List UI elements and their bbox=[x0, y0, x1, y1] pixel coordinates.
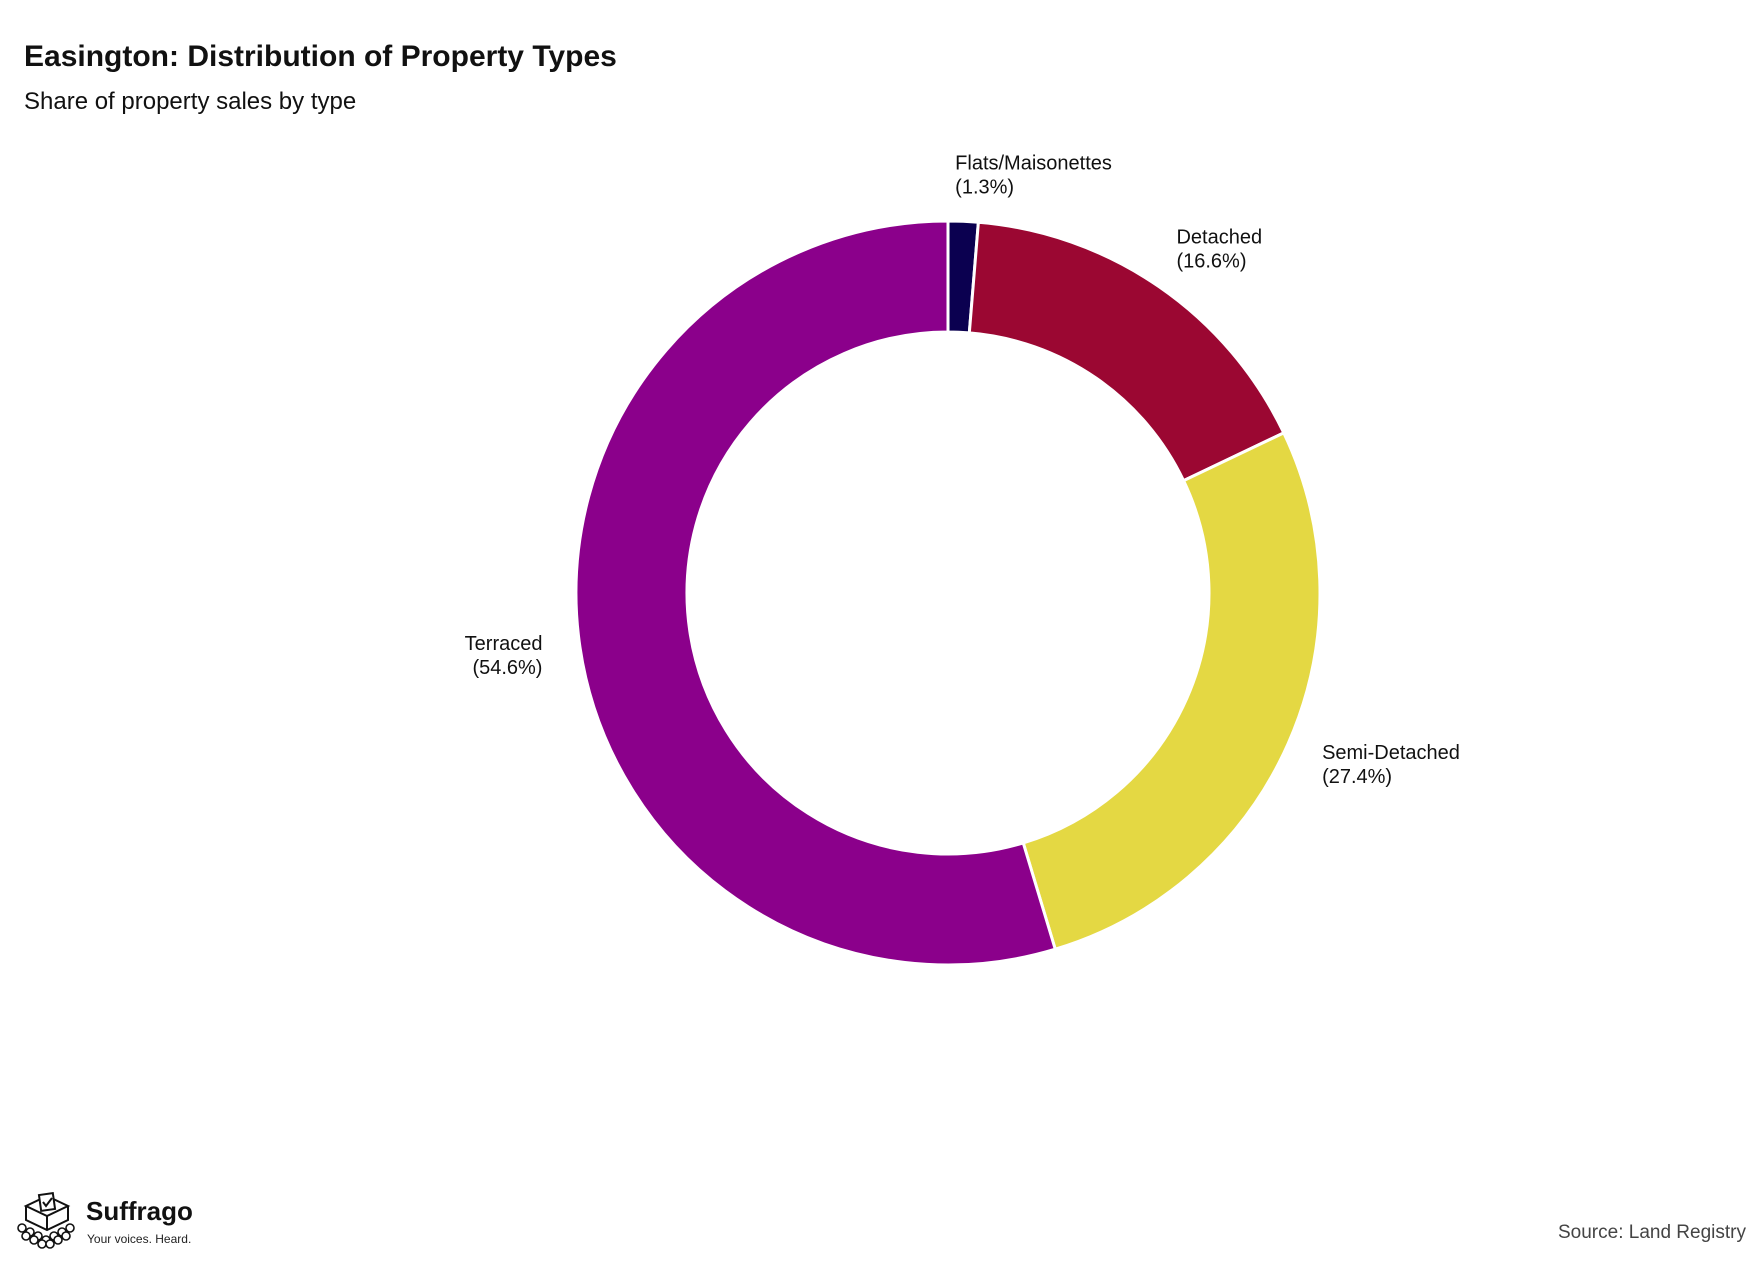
slice-semi-detached bbox=[1021, 430, 1322, 952]
slice-name-flats-maisonettes: Flats/Maisonettes bbox=[955, 152, 1112, 174]
source-note: Source: Land Registry bbox=[1558, 1222, 1746, 1243]
chart-subtitle: Share of property sales by type bbox=[24, 88, 357, 115]
brand-tagline: Your voices. Heard. bbox=[87, 1232, 192, 1246]
slice-value-detached: (16.6%) bbox=[1176, 250, 1246, 272]
slice-label-flats-maisonettes: Flats/Maisonettes (1.3%) bbox=[955, 152, 1112, 198]
slice-terraced bbox=[574, 219, 1058, 967]
slice-labels: Flats/Maisonettes (1.3%) Detached (16.6%) Se… bbox=[465, 152, 1460, 788]
slice-value-semi-detached: (27.4%) bbox=[1322, 766, 1392, 788]
brand-name: Suffrago bbox=[86, 1196, 193, 1226]
slice-value-flats-maisonettes: (1.3%) bbox=[955, 176, 1014, 198]
slice-name-terraced: Terraced bbox=[465, 633, 543, 655]
slice-value-terraced: (54.6%) bbox=[472, 657, 542, 679]
brand-logo: Suffrago Your voices. Heard. bbox=[14, 1192, 204, 1252]
slice-label-terraced: Terraced (54.6%) bbox=[465, 633, 543, 679]
slice-label-detached: Detached (16.6%) bbox=[1176, 226, 1262, 272]
slice-name-detached: Detached bbox=[1176, 226, 1262, 248]
slice-name-semi-detached: Semi-Detached bbox=[1322, 742, 1460, 764]
slice-label-semi-detached: Semi-Detached (27.4%) bbox=[1322, 742, 1460, 788]
donut-slices bbox=[574, 219, 1322, 967]
chart-title: Easington: Distribution of Property Type… bbox=[24, 40, 617, 73]
ballot-box-icon bbox=[17, 1192, 75, 1249]
